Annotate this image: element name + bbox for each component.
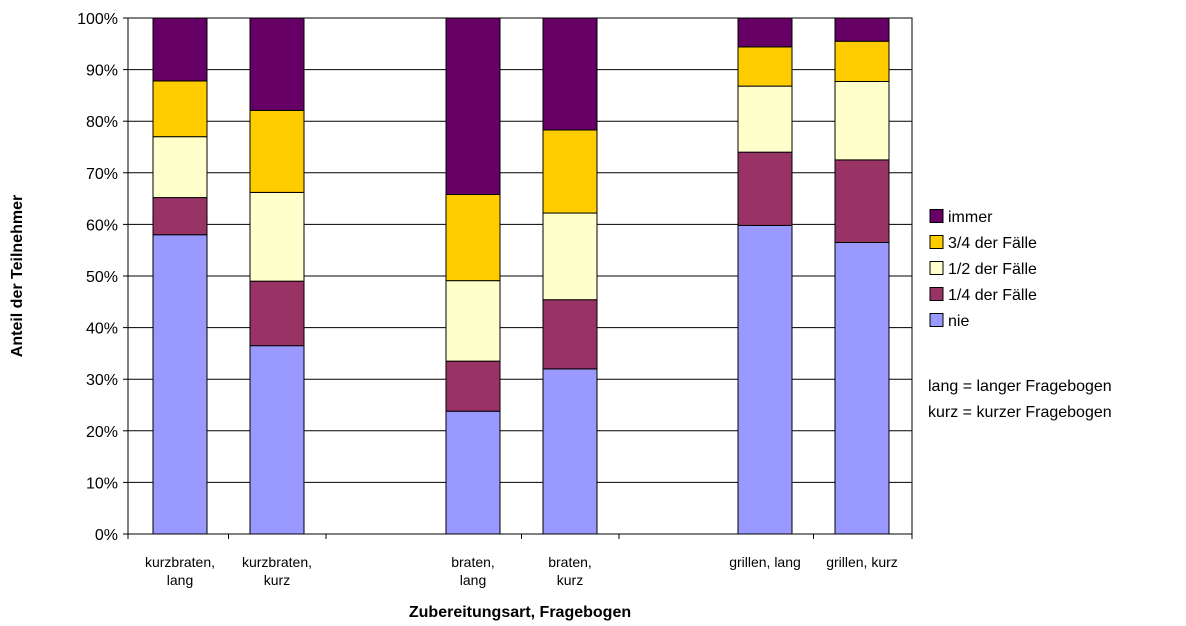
legend-item: 1/2 der Fälle	[929, 261, 1037, 278]
bar-segment	[445, 410, 501, 535]
bar-segment	[834, 80, 890, 161]
y-tick-label: 10%	[86, 475, 118, 492]
legend-label: 1/4 der Fälle	[948, 287, 1037, 304]
x-category-label: kurzbraten, kurz	[242, 554, 312, 588]
bar-segment	[152, 234, 208, 535]
y-tick-label: 50%	[86, 269, 118, 286]
y-axis-title: Anteil der Teilnehmer	[9, 195, 26, 357]
bar-segment	[249, 109, 305, 193]
legend-item: immer	[929, 209, 993, 226]
legend-label: nie	[948, 313, 969, 330]
x-axis-title: Zubereitungsart, Fragebogen	[409, 604, 631, 621]
legend-item: 3/4 der Fälle	[929, 235, 1037, 252]
x-category-label: grillen, lang	[729, 554, 801, 570]
y-axis-ticks: 0% 10% 20% 30% 40% 50% 60% 70% 80% 90% 100%	[77, 11, 128, 544]
x-category-label: grillen, kurz	[826, 554, 898, 570]
bar-segment	[445, 193, 501, 282]
x-axis-labels: kurzbraten, lang kurzbraten, kurz braten, lan…	[127, 534, 913, 588]
legend-swatch	[929, 313, 944, 327]
legend-notes: lang = langer Fragebogen kurz = kurzer Fr…	[928, 378, 1112, 421]
bar-segment	[249, 280, 305, 347]
legend-item: nie	[929, 313, 969, 330]
legend-swatch	[929, 261, 944, 275]
gridlines	[128, 17, 912, 535]
y-tick-label: 90%	[86, 63, 118, 80]
legend: immer 3/4 der Fälle 1/2 der Fälle 1/4 der F…	[929, 209, 1037, 330]
x-category-label: braten, lang	[451, 554, 495, 588]
x-category-label: braten, kurz	[548, 554, 592, 588]
bar-segment	[152, 136, 208, 199]
bars	[152, 17, 890, 535]
bar-segment	[249, 191, 305, 282]
legend-note: kurz = kurzer Fragebogen	[928, 404, 1112, 421]
bar-segment	[737, 17, 793, 48]
legend-label: 1/2 der Fälle	[948, 261, 1037, 278]
bar-segment	[445, 17, 501, 195]
bar-segment	[542, 299, 598, 370]
y-tick-label: 60%	[86, 217, 118, 234]
bar-segment	[737, 85, 793, 153]
bar-segment	[834, 17, 890, 42]
bar-segment	[249, 345, 305, 535]
y-tick-label: 0%	[95, 527, 118, 544]
y-tick-label: 20%	[86, 424, 118, 441]
legend-swatch	[929, 209, 944, 223]
bar-segment	[542, 129, 598, 214]
legend-label: immer	[948, 209, 993, 226]
bar-segment	[834, 159, 890, 243]
y-tick-label: 40%	[86, 321, 118, 338]
bar-segment	[152, 17, 208, 82]
bar-segment	[445, 280, 501, 362]
y-tick-label: 80%	[86, 114, 118, 131]
bar-segment	[152, 197, 208, 236]
bar-segment	[542, 368, 598, 535]
bar-segment	[834, 40, 890, 82]
y-tick-label: 100%	[77, 11, 118, 28]
y-tick-label: 70%	[86, 166, 118, 183]
bar-segment	[737, 151, 793, 226]
legend-swatch	[929, 287, 944, 301]
bar-segment	[152, 80, 208, 138]
y-tick-label: 30%	[86, 372, 118, 389]
bar-segment	[834, 241, 890, 535]
legend-item: 1/4 der Fälle	[929, 287, 1037, 304]
x-category-label: kurzbraten, lang	[145, 554, 215, 588]
bar-segment	[542, 17, 598, 131]
bar-segment	[737, 224, 793, 535]
legend-note: lang = langer Fragebogen	[928, 378, 1112, 395]
bar-segment	[542, 212, 598, 301]
legend-swatch	[929, 235, 944, 249]
legend-label: 3/4 der Fälle	[948, 235, 1037, 252]
bar-segment	[445, 360, 501, 412]
bar-segment	[737, 46, 793, 87]
bar-segment	[249, 17, 305, 111]
